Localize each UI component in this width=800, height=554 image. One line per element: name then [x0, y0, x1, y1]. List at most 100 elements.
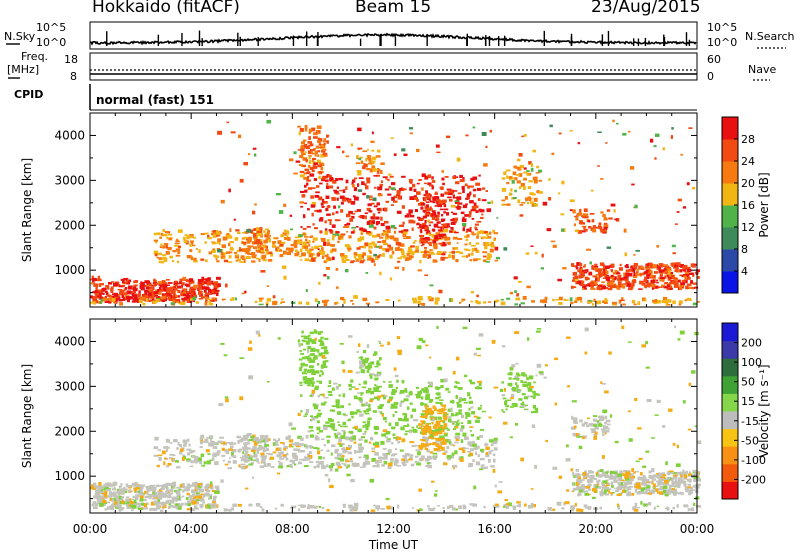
vel-cell	[318, 506, 322, 508]
power-cell	[594, 263, 598, 268]
power-cell	[241, 241, 247, 244]
power-cell	[353, 195, 356, 198]
vel-cell	[659, 486, 663, 489]
power-cell	[452, 257, 455, 260]
power-cell	[305, 301, 310, 305]
power-cell	[635, 249, 640, 252]
vel-cell	[255, 458, 259, 462]
vel-cell	[460, 456, 464, 459]
vel-cell	[133, 487, 137, 492]
power-cell	[140, 281, 145, 286]
power-colorbar-segment	[722, 117, 738, 140]
vel-cell	[137, 507, 143, 510]
vel-cell	[113, 486, 116, 489]
power-cell	[220, 255, 224, 259]
power-cell	[108, 282, 113, 285]
vel-cell	[307, 345, 312, 350]
power-cell	[516, 174, 520, 177]
power-cell	[174, 287, 178, 291]
vel-cell	[128, 489, 132, 494]
vel-cell	[610, 494, 613, 496]
vel-cell	[187, 452, 191, 456]
vel-cell	[251, 449, 256, 453]
vel-cell	[375, 505, 380, 510]
power-cell	[662, 296, 668, 301]
vel-cell	[167, 491, 170, 494]
vel-cell	[386, 440, 391, 443]
power-cell	[354, 210, 358, 213]
vel-cell	[300, 353, 305, 355]
power-cell	[286, 230, 290, 235]
power-cell	[424, 229, 430, 232]
power-cell	[484, 246, 488, 250]
power-cell	[377, 193, 383, 197]
power-cell	[376, 155, 381, 158]
vel-cell	[590, 428, 596, 431]
vel-cell	[360, 369, 365, 373]
power-cell	[352, 179, 356, 183]
vel-cell	[200, 493, 204, 496]
vel-cell	[110, 495, 114, 497]
power-cell	[142, 285, 146, 287]
vel-cell	[675, 471, 680, 475]
power-cell	[367, 148, 369, 151]
power-cell	[604, 274, 608, 278]
vel-cell	[426, 443, 432, 446]
power-cell	[131, 292, 135, 296]
power-cell	[354, 196, 359, 201]
power-cell	[532, 176, 538, 181]
vel-cell	[374, 384, 377, 387]
vel-cell	[480, 404, 483, 407]
power-cell	[416, 246, 419, 249]
power-cell	[122, 296, 125, 300]
power-cell	[620, 299, 625, 302]
power-cell	[97, 295, 102, 298]
power-cell	[406, 213, 412, 215]
power-cell	[227, 235, 233, 239]
power-cell	[431, 210, 436, 213]
power-cell	[689, 299, 692, 301]
power-cell	[371, 259, 375, 263]
power-cell	[597, 131, 602, 133]
vel-cell	[329, 409, 334, 412]
vel-cell	[382, 456, 388, 460]
power-cell	[441, 218, 445, 222]
power-cell	[311, 252, 315, 256]
power-cell	[578, 275, 584, 279]
power-cell	[306, 179, 311, 182]
power-cell	[316, 159, 321, 164]
vel-cell	[505, 408, 508, 411]
power-cell	[664, 271, 667, 275]
vel-cell	[97, 500, 101, 505]
power-cell	[434, 196, 439, 199]
power-cell	[428, 233, 432, 236]
vel-cell	[192, 482, 195, 486]
power-cell	[575, 217, 579, 221]
vel-cell	[325, 360, 329, 363]
vel-cell	[418, 457, 423, 462]
power-cell	[307, 150, 311, 154]
vel-cell	[117, 501, 120, 505]
power-cell	[308, 156, 311, 160]
vel-cell	[377, 390, 381, 392]
power-cell	[316, 185, 320, 188]
vel-cell	[381, 433, 387, 437]
power-cell	[180, 301, 186, 305]
vel-cell	[674, 472, 677, 474]
power-cell	[581, 280, 584, 285]
vel-cell	[433, 448, 438, 452]
vel-cell	[252, 460, 255, 462]
power-cell	[252, 210, 256, 215]
power-cell	[263, 240, 268, 244]
vel-cell	[507, 383, 513, 386]
power-cell	[664, 269, 668, 273]
power-cell	[229, 228, 232, 233]
vel-cell	[660, 476, 666, 479]
power-cell	[437, 237, 442, 241]
vel-cell	[425, 396, 430, 401]
power-cell	[660, 272, 663, 276]
power-cell	[558, 132, 562, 135]
power-cell	[368, 210, 373, 213]
power-cell	[162, 233, 168, 237]
power-cell	[190, 241, 194, 245]
